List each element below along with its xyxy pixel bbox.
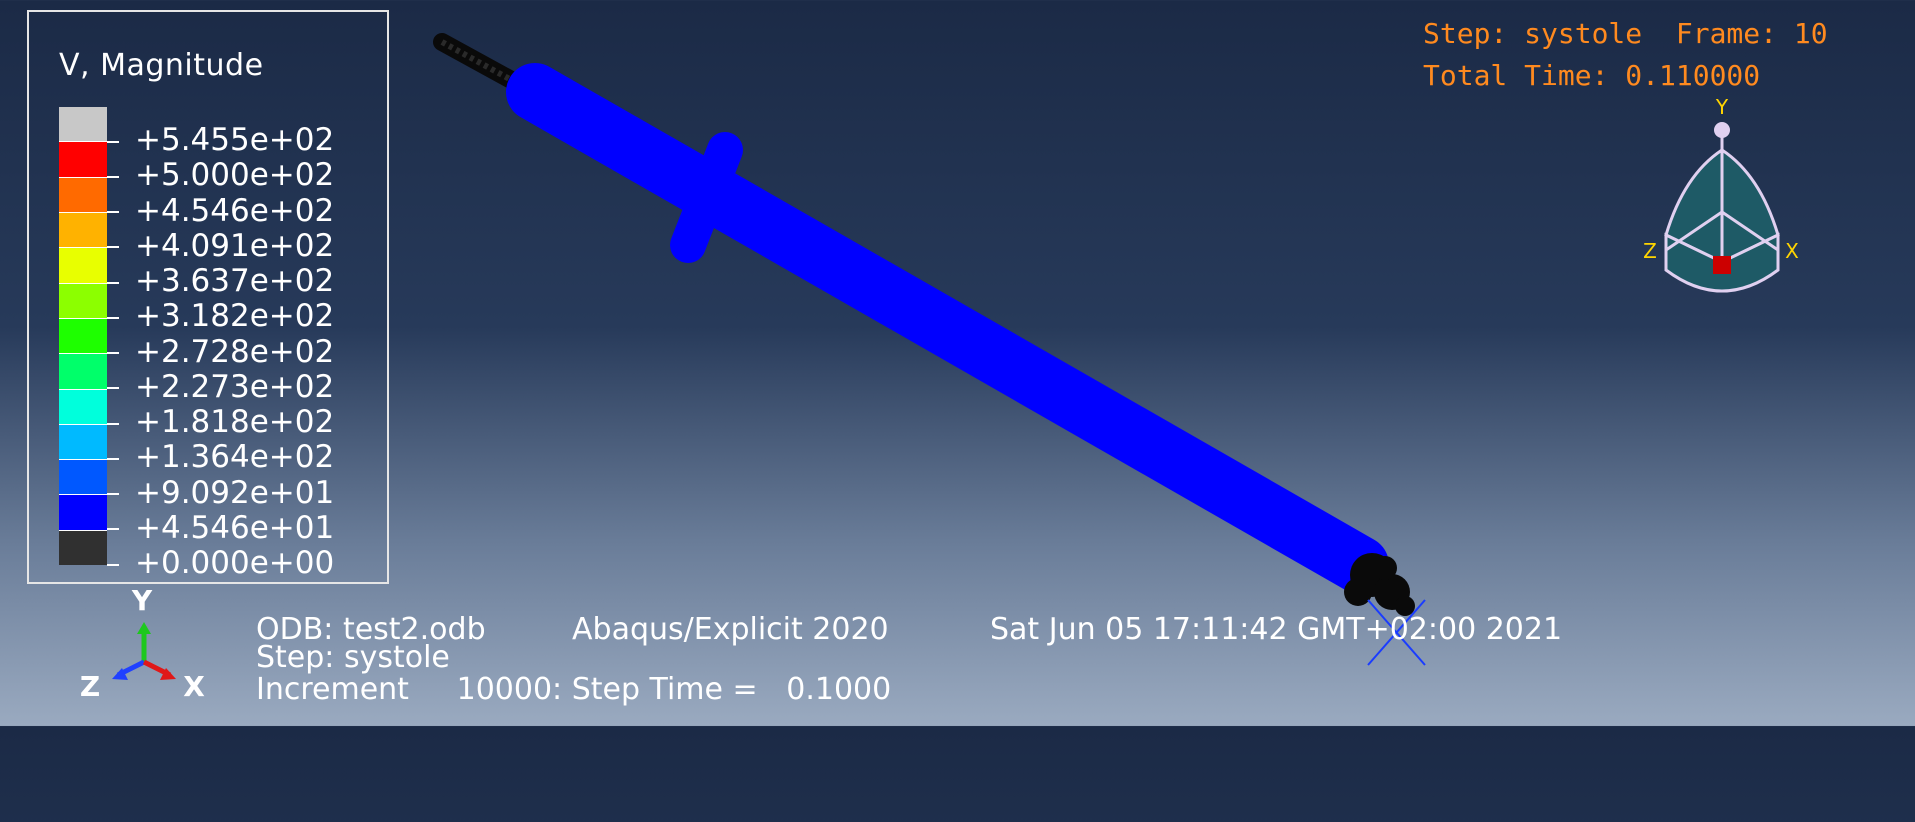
dark-mesh-rod-detail [440,39,517,85]
legend-tick-label: +4.546e+01 [107,512,377,544]
global-triad-z-label: Z [80,670,100,703]
step-frame-line: Step: systole Frame: 10 [1423,17,1828,50]
legend-swatch [59,424,107,461]
legend-tick-mark [107,457,119,460]
dark-mesh-tip [1344,553,1415,616]
legend-tick-label: +4.546e+02 [107,195,377,227]
legend-tick-mark [107,281,119,284]
legend-tick-value: +0.000e+00 [135,545,335,581]
legend-swatch [59,495,107,531]
legend-tick-label: +0.000e+00 [107,547,377,579]
blue-tube-collar [670,132,743,263]
run-date: Sat Jun 05 17:11:42 GMT+02:00 2021 [990,612,1563,647]
view-triad-icon [1664,122,1780,293]
legend-tick-label: +4.091e+02 [107,230,377,262]
global-triad-y-label: Y [131,584,153,617]
odb-info-block: ODB: test2.odb Abaqus/Explicit 2020 Sat … [256,612,1562,822]
legend-swatch [59,389,107,425]
legend-tick-value: +5.455e+02 [135,122,335,159]
legend-tick-mark [107,528,119,531]
legend-tick-label: +3.182e+02 [107,300,377,332]
legend-tick-label: +2.728e+02 [107,336,377,368]
legend-swatch [59,177,107,213]
legend-tick-mark [107,493,119,496]
legend-tick-mark [107,422,119,425]
legend-tick-value: +4.546e+02 [135,192,335,229]
solver-version: Abaqus/Explicit 2020 [572,612,889,647]
legend-swatch [59,283,107,319]
legend-tick-value: +4.546e+01 [135,509,335,546]
legend-tick-value: +3.637e+02 [135,263,335,300]
legend-tick-mark [107,246,119,249]
step-name: Step: systole [256,640,450,675]
legend-tick-mark [107,211,119,214]
legend-tick-value: +2.728e+02 [135,333,335,370]
legend-tick-label: +5.455e+02 [107,124,377,156]
contour-legend[interactable]: V, Magnitude +5.455e+02 +5.000e+02 +4.546e… [27,10,389,584]
legend-tick-mark [107,316,119,319]
legend-tick-value: +1.364e+02 [135,439,335,476]
legend-tick-mark [107,387,119,390]
legend-tick-value: +4.091e+02 [135,227,335,264]
legend-tick-value: +5.000e+02 [135,157,335,194]
legend-tick-mark [107,352,119,355]
legend-tick-label: +3.637e+02 [107,265,377,297]
legend-color-bar [59,107,107,566]
global-triad-icon [112,622,176,680]
legend-swatch [59,354,107,390]
legend-tick-value: +9.092e+01 [135,474,335,511]
legend-tick-label: +9.092e+01 [107,477,377,509]
legend-swatch [59,212,107,249]
legend-swatch [59,460,107,496]
legend-swatch [59,318,107,355]
global-triad-x-label: X [183,670,205,703]
view-triad-y-label: Y [1715,95,1729,119]
odb-name: ODB: test2.odb [256,612,486,647]
node-marker-icon [1367,599,1426,666]
step-frame-status: Step: systole Frame: 10 Total Time: 0.110… [1423,13,1828,97]
legend-title: V, Magnitude [59,48,264,83]
increment-info: Increment 10000: Step Time = 0.1000 [256,672,892,707]
legend-swatch [59,142,107,178]
legend-tick-mark [107,563,119,566]
legend-tick-value: +3.182e+02 [135,298,335,335]
view-triad-z-label: Z [1643,239,1657,263]
legend-swatch [59,530,107,566]
legend-tick-value: +1.818e+02 [135,404,335,441]
legend-tick-label: +1.364e+02 [107,441,377,473]
blue-tube-body [506,63,1389,594]
legend-tick-label: +5.000e+02 [107,159,377,191]
legend-tick-value: +2.273e+02 [135,368,335,405]
view-triad-x-label: X [1785,239,1799,263]
legend-tick-label: +1.818e+02 [107,406,377,438]
viewport-scene[interactable]: Y Z X Y Z X [0,0,1915,726]
total-time-line: Total Time: 0.110000 [1423,59,1761,92]
legend-swatch [59,107,107,143]
legend-tick-label: +2.273e+02 [107,371,377,403]
legend-swatch [59,248,107,284]
legend-tick-mark [107,140,119,143]
legend-tick-mark [107,175,119,178]
